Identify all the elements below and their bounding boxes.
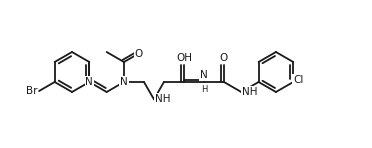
Text: NH: NH: [242, 87, 258, 97]
Text: N: N: [200, 70, 208, 80]
Text: N: N: [86, 77, 93, 87]
Text: NH: NH: [155, 94, 170, 104]
Text: N: N: [120, 77, 128, 87]
Text: OH: OH: [176, 53, 192, 63]
Text: O: O: [220, 53, 228, 63]
Text: Br: Br: [26, 86, 37, 96]
Text: Cl: Cl: [293, 75, 304, 85]
Text: H: H: [201, 85, 207, 94]
Text: O: O: [135, 49, 143, 58]
